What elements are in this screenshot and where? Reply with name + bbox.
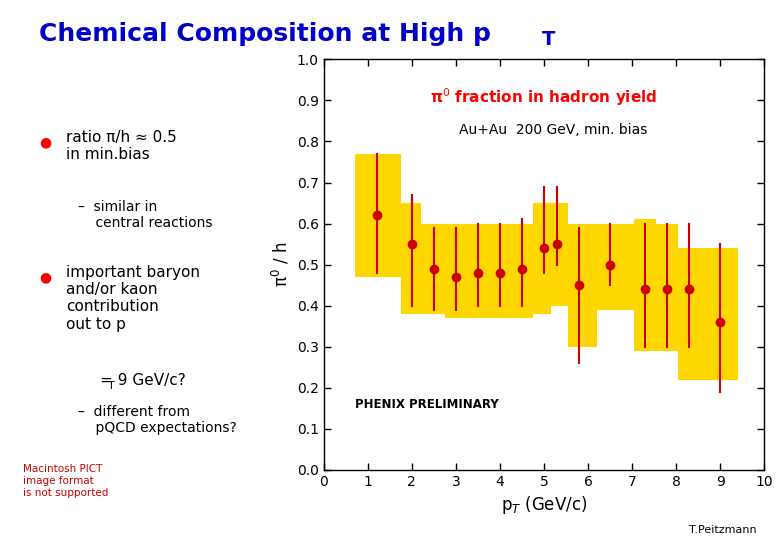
X-axis label: p$_T$ (GeV/c): p$_T$ (GeV/c) [501, 494, 587, 516]
Point [494, 268, 506, 277]
Text: ●: ● [39, 135, 51, 149]
Point [449, 273, 462, 281]
Text: = 9 GeV/c?: = 9 GeV/c? [66, 373, 186, 388]
Text: PHENIX PRELIMINARY: PHENIX PRELIMINARY [355, 398, 498, 411]
Point [604, 260, 616, 269]
Bar [511, 224, 533, 318]
Point [551, 240, 563, 248]
Text: Au+Au  200 GeV, min. bias: Au+Au 200 GeV, min. bias [459, 123, 647, 137]
Text: ratio π/h ≈ 0.5
in min.bias: ratio π/h ≈ 0.5 in min.bias [66, 130, 177, 162]
Text: T.Peitzmann: T.Peitzmann [689, 524, 757, 535]
Y-axis label: π$^0$ / h: π$^0$ / h [270, 242, 291, 287]
Bar [597, 224, 634, 310]
Text: –  similar in
    central reactions: – similar in central reactions [78, 200, 212, 230]
Text: important baryon
and/or kaon
contribution
out to p: important baryon and/or kaon contributio… [66, 265, 200, 332]
Bar [551, 203, 569, 306]
Point [370, 211, 383, 220]
Text: T: T [542, 30, 555, 49]
Bar [705, 248, 738, 380]
Bar [401, 203, 420, 314]
Point [516, 265, 528, 273]
Text: Chemical Composition at High p: Chemical Composition at High p [39, 22, 491, 45]
Bar [679, 248, 705, 380]
Point [714, 318, 726, 326]
Bar [533, 203, 551, 314]
Bar [657, 224, 679, 351]
Text: Macintosh PICT
image format
is not supported: Macintosh PICT image format is not suppo… [23, 464, 108, 497]
Point [406, 240, 418, 248]
Bar [569, 224, 597, 347]
Point [472, 268, 484, 277]
Text: T: T [66, 381, 115, 391]
Point [537, 244, 550, 253]
Point [573, 281, 586, 289]
Text: π$^0$ fraction in hadron yield: π$^0$ fraction in hadron yield [431, 86, 658, 108]
Bar [355, 154, 401, 277]
Point [427, 265, 440, 273]
Text: ●: ● [39, 270, 51, 284]
Text: –  different from
    pQCD expectations?: – different from pQCD expectations? [78, 405, 237, 435]
Bar [445, 224, 467, 318]
Bar [489, 224, 511, 318]
Point [661, 285, 674, 294]
Bar [467, 224, 489, 318]
Bar [634, 219, 657, 351]
Point [683, 285, 696, 294]
Bar [420, 224, 445, 314]
Point [639, 285, 651, 294]
